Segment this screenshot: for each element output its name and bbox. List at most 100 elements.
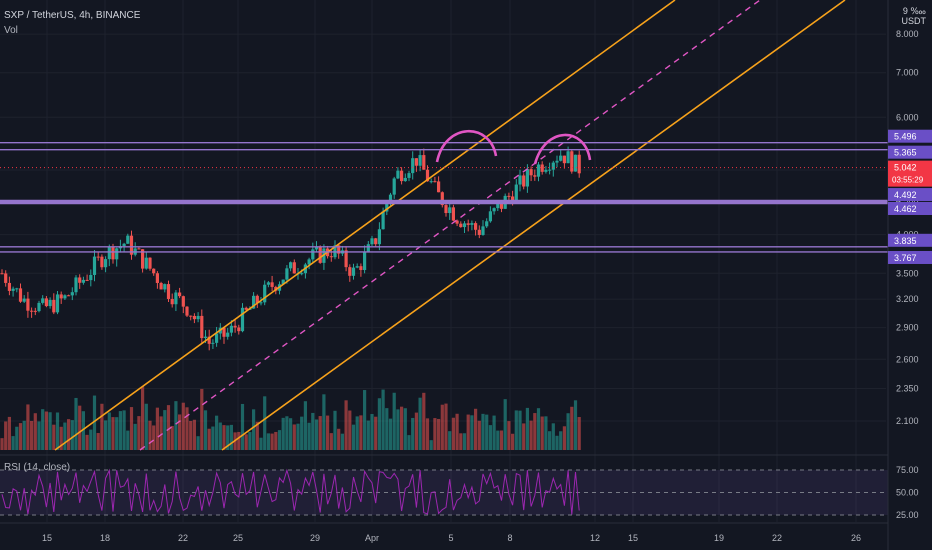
volume-bar <box>78 405 82 450</box>
volume-bar <box>300 416 304 450</box>
candle-body <box>529 169 533 176</box>
candle-body <box>392 178 396 195</box>
volume-bar <box>240 403 245 450</box>
candle-body <box>533 175 537 177</box>
candle-body <box>30 310 34 312</box>
candle-body <box>329 256 333 258</box>
volume-bar <box>340 433 344 450</box>
candle-body <box>240 307 245 332</box>
candle-body <box>481 226 485 235</box>
volume-bar <box>192 419 196 450</box>
last-price-box <box>888 160 932 187</box>
volume-bar <box>377 398 381 450</box>
candle-body <box>359 266 363 271</box>
volume-bar <box>448 431 452 450</box>
volume-bar <box>159 416 163 450</box>
rsi-tick-label: 50.00 <box>896 488 919 498</box>
level-label: 3.767 <box>894 253 917 263</box>
time-tick-label: 26 <box>851 533 861 543</box>
volume-bar <box>374 416 378 450</box>
candle-body <box>78 277 82 283</box>
candle-body <box>559 155 563 161</box>
volume-bar <box>296 423 300 450</box>
volume-bar <box>218 422 222 450</box>
volume-bar <box>255 421 259 450</box>
level-label-box <box>888 145 932 159</box>
volume-bar <box>303 401 307 450</box>
candle-body <box>178 292 182 297</box>
level-label: 4.462 <box>894 204 917 214</box>
volume-bar <box>229 424 233 450</box>
candle-body <box>122 243 126 247</box>
candle-body <box>0 273 4 275</box>
candle-body <box>67 295 71 297</box>
candle-body <box>33 310 37 312</box>
candle-body <box>7 282 11 291</box>
candle-body <box>266 282 270 285</box>
volume-bar <box>274 431 278 450</box>
candle-body <box>285 268 289 280</box>
volume-bar <box>129 407 134 450</box>
candle-body <box>281 279 285 285</box>
candle-body <box>44 298 48 307</box>
candle-body <box>237 327 241 332</box>
candle-body <box>263 284 267 303</box>
volume-bar <box>203 410 208 450</box>
candle-body <box>511 196 515 203</box>
time-tick-label: 18 <box>100 533 110 543</box>
candle-body <box>507 195 511 197</box>
volume-bar <box>322 394 326 450</box>
volume-bar <box>385 408 389 450</box>
volume-bar <box>152 425 156 450</box>
trend-channel <box>54 0 846 451</box>
candle-body <box>337 245 341 254</box>
candle-body <box>536 164 541 177</box>
volume-bar <box>348 410 352 450</box>
volume-bar <box>148 420 152 450</box>
candle-body <box>63 295 67 299</box>
volume-bar <box>577 417 581 450</box>
time-axis: 15 18 22 25 29 Apr 5 8 12 15 19 22 26 <box>0 522 888 543</box>
volume-bar <box>30 420 34 450</box>
candle-body <box>292 262 296 274</box>
pattern-arc-right <box>533 133 592 165</box>
price-tick-label: 7.000 <box>896 68 919 78</box>
volume-bar <box>344 400 348 450</box>
volume-bar <box>559 431 563 450</box>
candle-body <box>407 173 411 178</box>
candle-body <box>348 267 352 276</box>
volume-bar <box>507 421 511 450</box>
volume-bar <box>477 420 481 450</box>
volume-bar <box>459 433 463 450</box>
candle-body <box>166 284 171 299</box>
volume-bar <box>41 409 45 450</box>
price-axis: 2.1002.3502.6002.9003.2003.5004.0004.500… <box>887 0 932 550</box>
time-tick-label: Apr <box>365 533 379 543</box>
volume-bar <box>496 430 500 450</box>
volume-bar <box>503 399 507 450</box>
volume-bar <box>514 410 518 450</box>
volume-bar <box>166 405 171 450</box>
volume-bar <box>207 428 211 450</box>
volume-bar <box>196 436 200 450</box>
volume-bar <box>89 429 93 450</box>
candle-body <box>448 207 452 214</box>
candle-body <box>207 336 211 344</box>
candle-body <box>92 256 97 275</box>
volume-bar <box>11 436 15 450</box>
volume-bar <box>226 425 230 450</box>
volume-bar <box>366 420 370 450</box>
candle-body <box>181 296 185 307</box>
volume-bar <box>48 412 52 450</box>
candle-body <box>385 202 389 212</box>
volume-bar <box>525 407 529 450</box>
candle-body <box>255 295 259 304</box>
volume-bar <box>22 420 26 450</box>
volume-bar <box>407 435 411 450</box>
rsi-pane: 75.00 50.00 25.00 <box>0 454 919 520</box>
volume-bar <box>263 396 267 450</box>
volume-bar <box>155 407 159 450</box>
candle-body <box>300 273 304 275</box>
candle-body <box>566 151 570 164</box>
